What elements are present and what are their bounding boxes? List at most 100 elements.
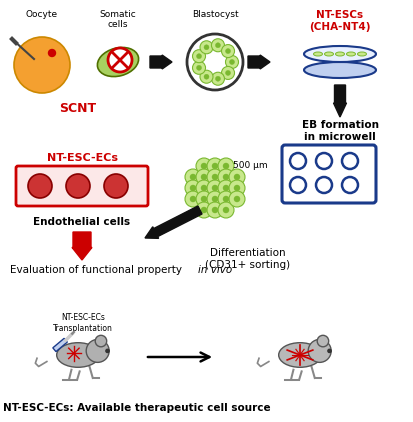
Ellipse shape — [97, 47, 139, 76]
Circle shape — [86, 339, 109, 362]
Ellipse shape — [358, 52, 366, 56]
Circle shape — [192, 50, 206, 63]
Circle shape — [316, 153, 332, 169]
Circle shape — [212, 163, 218, 169]
Circle shape — [221, 45, 235, 57]
Ellipse shape — [279, 343, 321, 367]
Ellipse shape — [335, 52, 344, 56]
Text: 500 μm: 500 μm — [233, 160, 268, 170]
Ellipse shape — [304, 62, 376, 78]
Circle shape — [317, 335, 329, 347]
Circle shape — [229, 191, 245, 207]
Circle shape — [104, 174, 128, 198]
Ellipse shape — [325, 52, 334, 56]
FancyArrow shape — [72, 232, 92, 260]
Circle shape — [234, 185, 240, 191]
Circle shape — [190, 196, 196, 202]
Ellipse shape — [57, 343, 99, 367]
Ellipse shape — [313, 52, 323, 56]
Circle shape — [212, 207, 218, 213]
Circle shape — [290, 153, 306, 169]
Circle shape — [225, 49, 230, 54]
Circle shape — [201, 174, 207, 180]
FancyArrow shape — [145, 206, 202, 238]
Circle shape — [207, 169, 223, 185]
Circle shape — [223, 196, 229, 202]
Circle shape — [229, 169, 245, 185]
Circle shape — [234, 174, 240, 180]
FancyArrow shape — [150, 55, 172, 69]
Circle shape — [225, 70, 230, 76]
Circle shape — [234, 196, 240, 202]
Circle shape — [95, 335, 107, 347]
Circle shape — [212, 196, 218, 202]
Text: NT-ESC-ECs: Available therapeutic cell source: NT-ESC-ECs: Available therapeutic cell s… — [3, 403, 271, 413]
Text: NT-ESC-ECs: NT-ESC-ECs — [47, 153, 118, 163]
Circle shape — [197, 65, 202, 70]
Circle shape — [229, 180, 245, 196]
Circle shape — [207, 191, 223, 207]
Circle shape — [342, 153, 358, 169]
Circle shape — [66, 174, 90, 198]
Circle shape — [185, 169, 201, 185]
Circle shape — [212, 174, 218, 180]
Circle shape — [223, 174, 229, 180]
Circle shape — [106, 349, 109, 352]
Circle shape — [201, 196, 207, 202]
Circle shape — [196, 158, 212, 174]
Circle shape — [190, 185, 196, 191]
Text: Differentiation
(CD31+ sorting): Differentiation (CD31+ sorting) — [205, 248, 291, 270]
Circle shape — [218, 158, 234, 174]
Circle shape — [225, 56, 238, 68]
Circle shape — [218, 169, 234, 185]
Circle shape — [196, 202, 212, 218]
FancyBboxPatch shape — [16, 166, 148, 206]
Text: SCNT: SCNT — [59, 102, 97, 115]
Text: Endothelial cells: Endothelial cells — [33, 217, 131, 227]
Circle shape — [190, 174, 196, 180]
Circle shape — [201, 185, 207, 191]
Circle shape — [207, 158, 223, 174]
Circle shape — [187, 34, 243, 90]
FancyBboxPatch shape — [282, 145, 376, 203]
Circle shape — [201, 163, 207, 169]
Circle shape — [342, 177, 358, 193]
Ellipse shape — [304, 46, 376, 62]
Circle shape — [216, 43, 221, 48]
Bar — [53, 338, 67, 352]
Circle shape — [14, 37, 70, 93]
Circle shape — [48, 49, 55, 57]
Circle shape — [207, 202, 223, 218]
Circle shape — [204, 74, 209, 79]
Circle shape — [207, 180, 223, 196]
Circle shape — [211, 39, 224, 52]
Text: NT-ESC-ECs
Transplantation: NT-ESC-ECs Transplantation — [53, 313, 113, 333]
Circle shape — [201, 207, 207, 213]
Circle shape — [216, 76, 221, 81]
Text: Blastocyst: Blastocyst — [192, 10, 238, 19]
Circle shape — [200, 70, 213, 83]
Text: Somatic
cells: Somatic cells — [100, 10, 136, 30]
Circle shape — [290, 177, 306, 193]
Circle shape — [218, 180, 234, 196]
Circle shape — [218, 191, 234, 207]
Text: Oocyte: Oocyte — [26, 10, 58, 19]
Circle shape — [185, 180, 201, 196]
Circle shape — [192, 61, 206, 74]
Circle shape — [197, 54, 202, 59]
Circle shape — [212, 185, 218, 191]
Circle shape — [196, 191, 212, 207]
Circle shape — [200, 41, 213, 54]
Text: EB formation
in microwell: EB formation in microwell — [301, 120, 378, 142]
Circle shape — [218, 202, 234, 218]
Text: in vivo: in vivo — [198, 265, 232, 275]
Circle shape — [196, 169, 212, 185]
Circle shape — [223, 185, 229, 191]
Circle shape — [230, 60, 235, 65]
Circle shape — [223, 163, 229, 169]
Circle shape — [211, 72, 224, 85]
Circle shape — [108, 48, 132, 72]
Ellipse shape — [347, 52, 356, 56]
Circle shape — [316, 177, 332, 193]
Circle shape — [28, 174, 52, 198]
